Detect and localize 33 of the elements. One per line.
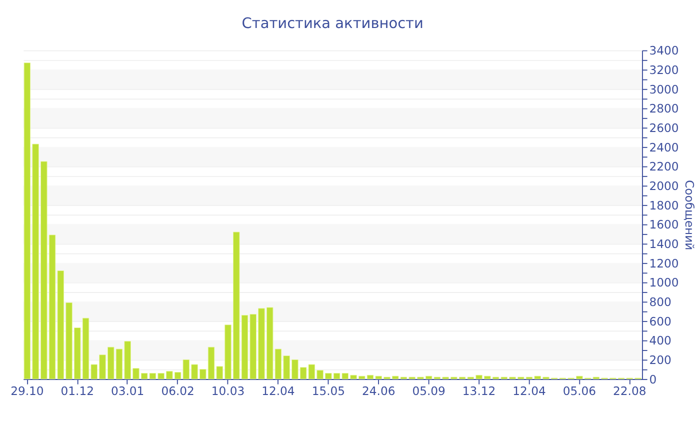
x-tick-label: 24.06: [362, 384, 396, 398]
y-tick-label: 1200: [649, 256, 679, 270]
chart-title: Статистика активности: [242, 16, 424, 32]
x-tick-label: 05.06: [562, 384, 596, 398]
y-tick-label: 2000: [649, 178, 679, 193]
x-tick-label: 22.08: [613, 384, 646, 398]
y-tick-label: 3400: [649, 44, 679, 58]
y-tick-label: 1000: [649, 276, 679, 290]
x-tick-label: 29.10: [10, 384, 44, 398]
y-tick-label: 400: [649, 334, 672, 348]
y-tick-label: 600: [649, 314, 672, 328]
x-tick-label: 05.09: [412, 384, 446, 398]
y-tick-label: 0: [649, 372, 657, 386]
y-tick-label: 2800: [649, 102, 679, 116]
y-tick-label: 1600: [649, 218, 679, 232]
x-tick-label: 15.05: [312, 384, 346, 398]
x-tick-label: 12.04: [262, 384, 295, 398]
y-tick-label: 200: [649, 353, 672, 368]
y-tick-label: 3000: [649, 82, 679, 96]
y-axis-title: Сообщений: [682, 180, 697, 250]
y-tick-label: 3200: [649, 62, 679, 77]
y-tick-label: 1800: [649, 198, 679, 212]
x-tick-label: 10.03: [211, 384, 245, 398]
y-tick-label: 2400: [649, 140, 679, 154]
x-tick-label: 06.02: [161, 384, 194, 398]
y-tick-label: 2600: [649, 120, 679, 135]
x-tick-label: 03.01: [110, 384, 144, 398]
y-tick-label: 1400: [649, 236, 679, 251]
x-tick-label: 01.12: [60, 384, 94, 398]
x-tick-label: 13.12: [462, 384, 496, 398]
y-tick-label: 2200: [649, 160, 679, 174]
x-tick-label: 12.04: [512, 384, 546, 398]
y-tick-label: 800: [649, 295, 672, 310]
